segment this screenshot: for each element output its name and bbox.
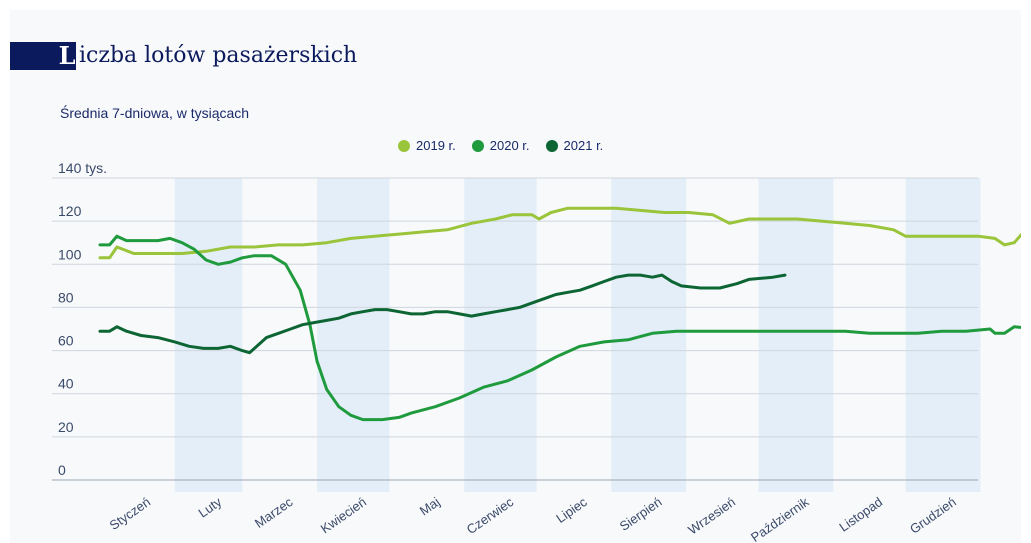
chart-subtitle: Średnia 7-dniowa, w tysiącach [60, 105, 250, 121]
month-label: Październik [748, 494, 812, 543]
chart-title: iczba lotów pasażerskich [79, 43, 358, 68]
month-label: Sierpień [617, 494, 665, 534]
month-shade-9 [758, 178, 834, 492]
series-line-2019 [98, 206, 1021, 260]
title-accent-bar [10, 42, 58, 70]
y-tick-label: 140 tys. [58, 160, 107, 176]
x-axis-months: Styczeń Luty Marzec Kwiecień Maj Czerwiec Lipi… [107, 494, 959, 543]
y-tick-label: 120 [58, 203, 82, 219]
legend-label-2021: 2021 r. [563, 138, 604, 153]
legend-item-2019: 2019 r. [398, 138, 456, 153]
y-tick-label: 0 [58, 462, 66, 478]
y-tick-label: 20 [58, 419, 74, 435]
series-line-2021 [98, 273, 787, 355]
month-label: Lipiec [553, 494, 590, 526]
legend-item-2021: 2021 r. [545, 138, 604, 153]
month-label: Wrzesień [685, 494, 738, 537]
y-tick-label: 100 [58, 246, 82, 262]
chart-frame: L iczba lotów pasażerskich Średnia 7-dni… [10, 10, 1021, 543]
month-shade-5 [464, 178, 537, 492]
line-chart: 0 20 40 60 80 100 120 140 tys. Styczeń Luty Marze… [52, 160, 1021, 543]
month-label: Marzec [252, 494, 296, 531]
series-line-2020 [98, 234, 1021, 422]
month-label: Kwiecień [318, 494, 369, 536]
y-tick-label: 40 [58, 376, 74, 392]
legend: 2019 r. 2020 r. 2021 r. [398, 138, 603, 153]
y-tick-label: 60 [58, 333, 74, 349]
month-label: Grudzień [907, 494, 959, 537]
month-shade-1 [174, 178, 243, 492]
legend-dot-2021-icon [545, 139, 558, 152]
y-tick-label: 80 [58, 289, 74, 305]
series-lines [98, 206, 1021, 422]
legend-dot-2020-icon [471, 139, 484, 152]
legend-label-2019: 2019 r. [416, 138, 456, 153]
legend-dot-2019-icon [398, 139, 410, 152]
y-axis-ticks: 0 20 40 60 80 100 120 140 tys. [58, 160, 107, 478]
month-label: Listopad [836, 494, 885, 534]
month-shade-3 [317, 178, 390, 492]
month-label: Maj [417, 494, 443, 518]
legend-item-2020: 2020 r. [471, 138, 530, 153]
legend-label-2020: 2020 r. [489, 138, 530, 153]
month-label: Luty [196, 494, 225, 521]
month-label: Styczeń [107, 494, 153, 533]
title-initial: L [58, 41, 76, 70]
month-shading [174, 178, 981, 492]
month-label: Czerwiec [464, 494, 517, 537]
month-shade-11 [905, 178, 981, 492]
